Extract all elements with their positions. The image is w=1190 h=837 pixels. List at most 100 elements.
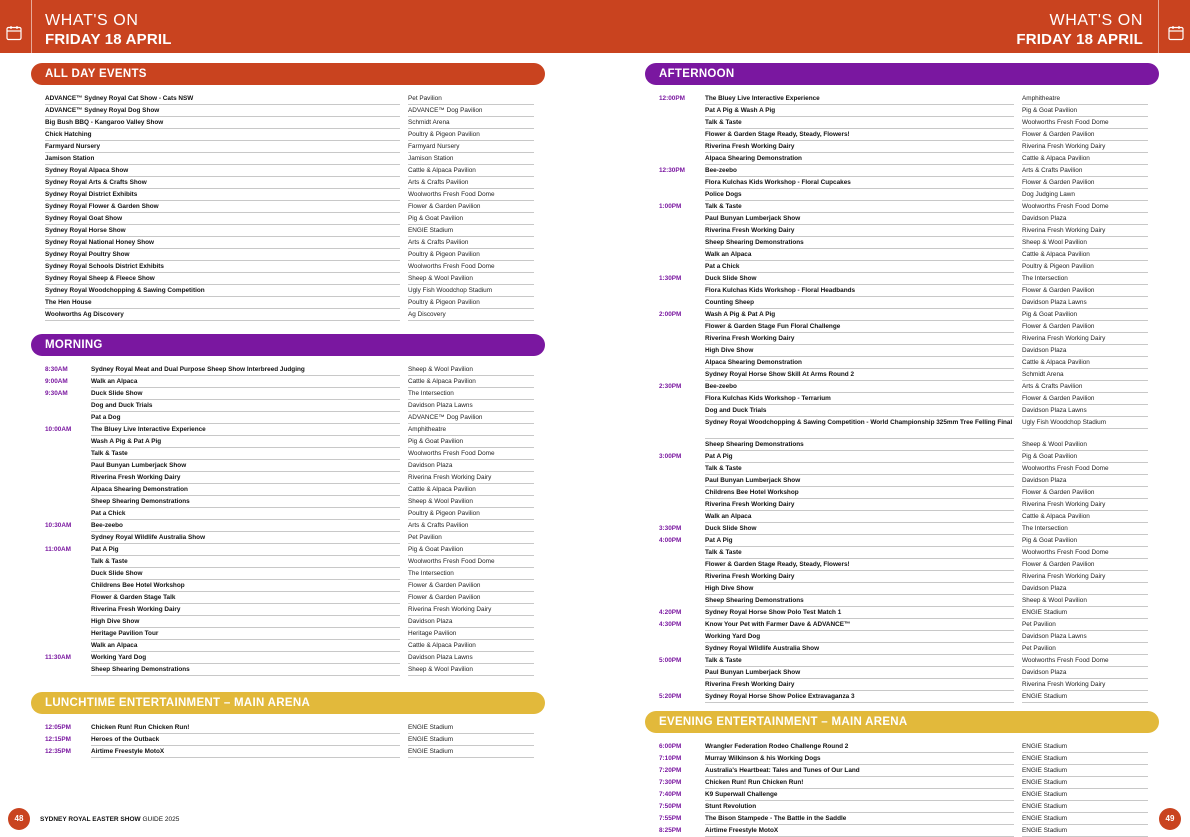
event-location: Sheep & Wool Pavilion	[408, 273, 534, 285]
event-location: ENGIE Stadium	[1022, 813, 1148, 825]
header-left-date: FRIDAY 18 APRIL	[45, 31, 172, 48]
schedule-row: Riverina Fresh Working Dairy Riverina Fre…	[645, 333, 1148, 345]
event-name: Sheep Shearing Demonstrations	[705, 595, 1014, 607]
event-name: Walk an Alpaca	[705, 511, 1014, 523]
event-name: Sheep Shearing Demonstrations	[705, 439, 1014, 451]
event-name: ADVANCE™ Sydney Royal Dog Show	[45, 105, 400, 117]
schedule-row: Riverina Fresh Working Dairy Riverina Fre…	[645, 225, 1148, 237]
event-location: Pet Pavilion	[1022, 619, 1148, 631]
event-location: The Intersection	[1022, 273, 1148, 285]
schedule-row: ADVANCE™ Sydney Royal Dog Show ADVANCE™ D…	[31, 105, 534, 117]
schedule-row: Sydney Royal National Honey Show Arts & C…	[31, 237, 534, 249]
schedule-row: 4:20PM Sydney Royal Horse Show Polo Test …	[645, 607, 1148, 619]
schedule-row: Alpaca Shearing Demonstration Cattle & Al…	[645, 153, 1148, 165]
schedule-row: Sydney Royal Wildlife Australia Show Pet …	[31, 532, 534, 544]
event-name: Woolworths Ag Discovery	[45, 309, 400, 321]
event-time: 7:55PM	[659, 815, 682, 822]
event-location: Pig & Goat Pavilion	[1022, 451, 1148, 463]
schedule-row: Sheep Shearing Demonstrations Sheep & Woo…	[645, 595, 1148, 607]
event-location: Pig & Goat Pavilion	[408, 544, 534, 556]
event-location: Sheep & Wool Pavilion	[1022, 595, 1148, 607]
schedule-row: Sheep Shearing Demonstrations Sheep & Woo…	[31, 496, 534, 508]
schedule-row: Walk an Alpaca Cattle & Alpaca Pavilion	[645, 249, 1148, 261]
event-name: Sydney Royal Horse Show	[45, 225, 400, 237]
event-name: Flora Kulchas Kids Workshop - Floral Cup…	[705, 177, 1014, 189]
event-time: 8:30AM	[45, 366, 68, 373]
event-location: Woolworths Fresh Food Dome	[1022, 201, 1148, 213]
schedule-row: Sydney Royal District Exhibits Woolworths…	[31, 189, 534, 201]
event-location: Cattle & Alpaca Pavilion	[1022, 153, 1148, 165]
event-location: Flower & Garden Pavilion	[1022, 321, 1148, 333]
event-location: Cattle & Alpaca Pavilion	[408, 376, 534, 388]
event-location: Pig & Goat Pavilion	[408, 213, 534, 225]
event-name: Chicken Run! Run Chicken Run!	[705, 777, 1014, 789]
event-location: Farmyard Nursery	[408, 141, 534, 153]
event-name: Sheep Shearing Demonstrations	[705, 237, 1014, 249]
schedule-row: Woolworths Ag Discovery Ag Discovery	[31, 309, 534, 321]
event-name: Talk & Taste	[91, 448, 400, 460]
schedule-row: Talk & Taste Woolworths Fresh Food Dome	[31, 448, 534, 460]
section-title-afternoon: AFTERNOON	[645, 63, 1159, 85]
schedule-row: Paul Bunyan Lumberjack Show Davidson Plaz…	[31, 460, 534, 472]
event-name: Sheep Shearing Demonstrations	[91, 496, 400, 508]
schedule-row: Sydney Royal Goat Show Pig & Goat Pavilio…	[31, 213, 534, 225]
event-location: ENGIE Stadium	[1022, 789, 1148, 801]
schedule-row: 7:10PM Murray Wilkinson & his Working Dog…	[645, 753, 1148, 765]
event-location: Riverina Fresh Working Dairy	[1022, 499, 1148, 511]
footer-guide: GUIDE 2025	[140, 816, 180, 823]
schedule-row: Flower & Garden Stage Fun Floral Challen…	[645, 321, 1148, 333]
event-location: Davidson Plaza	[408, 460, 534, 472]
event-location: Davidson Plaza Lawns	[1022, 631, 1148, 643]
schedule-row: Paul Bunyan Lumberjack Show Davidson Plaz…	[645, 667, 1148, 679]
event-name: Working Yard Dog	[705, 631, 1014, 643]
schedule-row: Dog and Duck Trials Davidson Plaza Lawns	[31, 400, 534, 412]
event-time: 11:30AM	[45, 654, 71, 661]
event-name: ADVANCE™ Sydney Royal Cat Show - Cats NS…	[45, 93, 400, 105]
schedule-row: High Dive Show Davidson Plaza	[645, 583, 1148, 595]
event-location: Cattle & Alpaca Pavilion	[1022, 357, 1148, 369]
event-location: ENGIE Stadium	[1022, 825, 1148, 837]
event-name: K9 Superwall Challenge	[705, 789, 1014, 801]
schedule-row: 12:00PM The Bluey Live Interactive Experi…	[645, 93, 1148, 105]
event-location: Ugly Fish Woodchop Stadium	[1022, 417, 1148, 429]
event-name: Stunt Revolution	[705, 801, 1014, 813]
schedule-row: Flower & Garden Stage Ready, Steady, Flo…	[645, 129, 1148, 141]
event-name: Talk & Taste	[705, 117, 1014, 129]
schedule-row: 12:05PM Chicken Run! Run Chicken Run! ENGI…	[31, 722, 534, 734]
event-time: 2:00PM	[659, 311, 682, 318]
event-location: Woolworths Fresh Food Dome	[1022, 463, 1148, 475]
event-location: Riverina Fresh Working Dairy	[1022, 333, 1148, 345]
schedule-row: Sydney Royal Arts & Crafts Show Arts & Cr…	[31, 177, 534, 189]
event-name: Chicken Run! Run Chicken Run!	[91, 722, 400, 734]
schedule-row: Pat a Chick Poultry & Pigeon Pavilion	[31, 508, 534, 520]
event-time: 7:30PM	[659, 779, 682, 786]
schedule-row: High Dive Show Davidson Plaza	[645, 345, 1148, 357]
event-time: 3:00PM	[659, 453, 682, 460]
event-location: Davidson Plaza	[1022, 213, 1148, 225]
event-name: Sydney Royal Horse Show Police Extravaga…	[705, 691, 1014, 703]
event-name: Sydney Royal Wildlife Australia Show	[705, 643, 1014, 655]
schedule-row: Counting Sheep Davidson Plaza Lawns	[645, 297, 1148, 309]
event-name: Riverina Fresh Working Dairy	[705, 225, 1014, 237]
event-location: Flower & Garden Pavilion	[408, 580, 534, 592]
event-name: Sydney Royal Woodchopping & Sawing Compe…	[705, 417, 1014, 439]
schedule-row: 9:30AM Duck Slide Show The Intersection	[31, 388, 534, 400]
schedule-row: Duck Slide Show The Intersection	[31, 568, 534, 580]
event-location: Poultry & Pigeon Pavilion	[408, 508, 534, 520]
event-name: Flora Kulchas Kids Workshop - Terrarium	[705, 393, 1014, 405]
right-page: AFTERNOON 12:00PM The Bluey Live Interact…	[645, 63, 1159, 837]
event-name: Paul Bunyan Lumberjack Show	[91, 460, 400, 472]
event-time: 7:20PM	[659, 767, 682, 774]
schedule-row: Childrens Bee Hotel Workshop Flower & Gar…	[645, 487, 1148, 499]
schedule-row: Pat A Pig & Wash A Pig Pig & Goat Pavilio…	[645, 105, 1148, 117]
event-location: ENGIE Stadium	[1022, 607, 1148, 619]
event-name: Riverina Fresh Working Dairy	[91, 472, 400, 484]
event-time: 7:40PM	[659, 791, 682, 798]
event-location: Cattle & Alpaca Pavilion	[1022, 511, 1148, 523]
event-location: Cattle & Alpaca Pavilion	[408, 484, 534, 496]
event-name: Jamison Station	[45, 153, 400, 165]
event-location: Poultry & Pigeon Pavilion	[408, 297, 534, 309]
schedule-row: 7:20PM Australia's Heartbeat: Tales and T…	[645, 765, 1148, 777]
event-location: ENGIE Stadium	[408, 734, 534, 746]
schedule-row: Police Dogs Dog Judging Lawn	[645, 189, 1148, 201]
